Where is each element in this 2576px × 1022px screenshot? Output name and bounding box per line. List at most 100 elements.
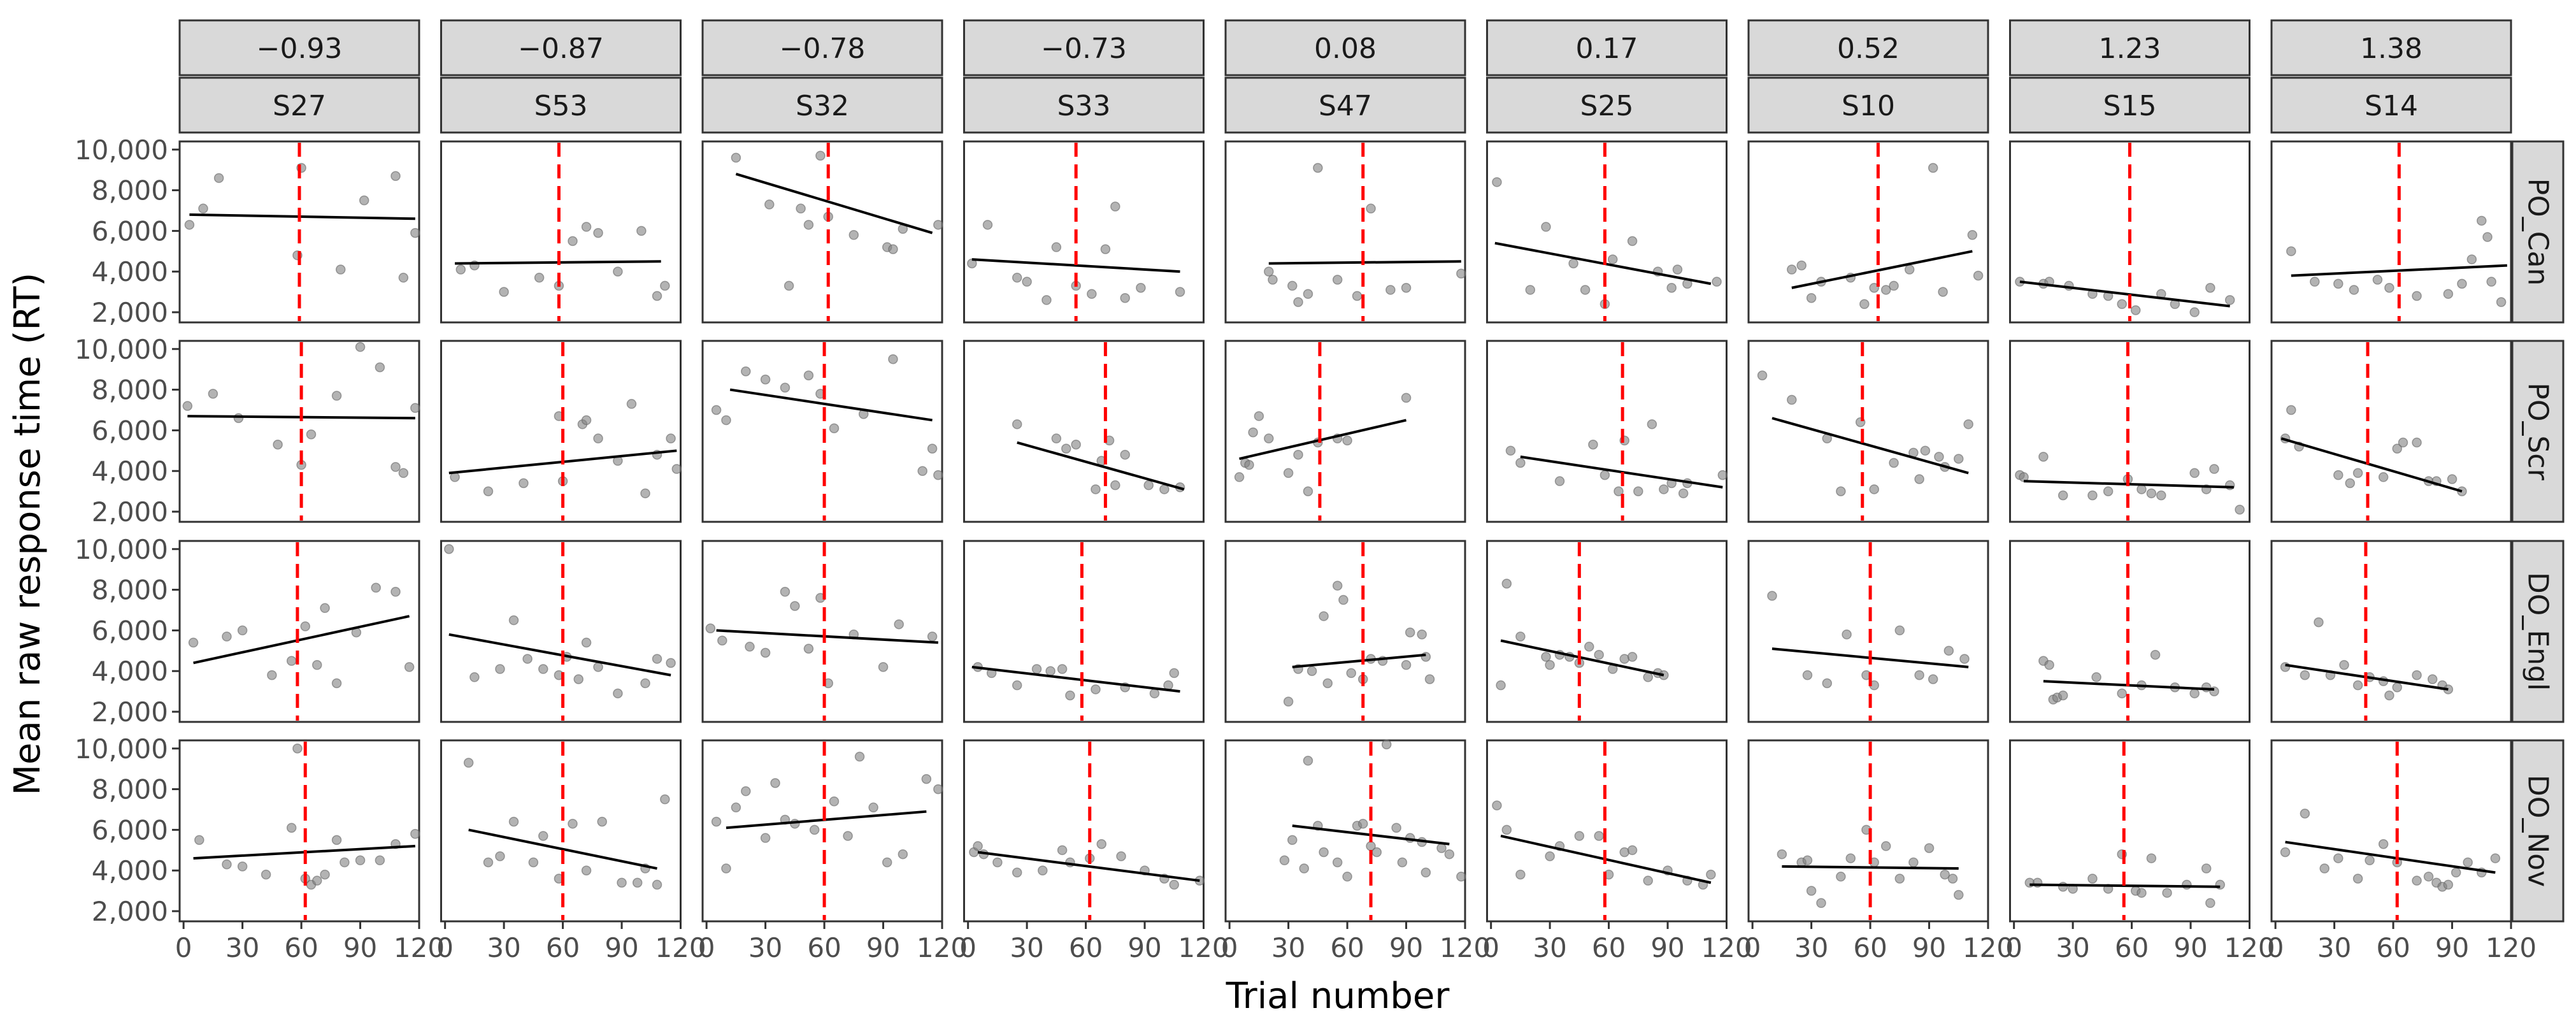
data-point <box>1889 280 1899 291</box>
data-point <box>2490 853 2501 863</box>
data-point <box>2224 295 2235 305</box>
strip-subject-box <box>2270 76 2512 134</box>
data-point <box>1303 756 1313 766</box>
data-point <box>390 171 401 181</box>
panel-frame <box>963 140 1205 324</box>
data-point <box>1627 845 1638 856</box>
data-point <box>2156 490 2166 501</box>
fit-line <box>1239 419 1406 461</box>
row-strips: PO_Can PO_Scr DO_Engl DO_Nov <box>2511 140 2565 923</box>
data-point <box>1293 297 1303 307</box>
data-point <box>463 758 474 768</box>
data-point <box>188 637 199 648</box>
data-point <box>888 244 898 254</box>
panel <box>178 340 420 523</box>
panel-frame <box>1486 140 1728 324</box>
data-point <box>1087 289 1097 299</box>
data-point <box>410 227 420 238</box>
data-point <box>2189 307 2200 317</box>
data-point <box>1169 879 1180 890</box>
x-tick-label: 120 <box>2224 932 2275 963</box>
data-point <box>1313 162 1323 173</box>
data-point <box>927 631 938 642</box>
data-point <box>721 415 731 426</box>
data-point <box>1012 273 1022 283</box>
data-point <box>2314 617 2324 628</box>
x-tick-label: 90 <box>1389 932 1423 963</box>
data-point <box>2146 488 2157 499</box>
data-point <box>1159 484 1170 494</box>
fit-line <box>189 213 415 220</box>
data-point <box>1914 670 1924 680</box>
y-tick-label: 6,000 <box>92 615 168 646</box>
data-point <box>2117 299 2127 310</box>
strip-row-box <box>2511 140 2565 324</box>
fit-line <box>729 388 933 422</box>
data-point <box>2150 649 2161 660</box>
panel <box>440 140 682 324</box>
data-point <box>2427 674 2438 684</box>
data-point <box>1436 843 1447 853</box>
data-point <box>1501 579 1512 589</box>
data-point <box>2466 254 2477 264</box>
data-point <box>2339 659 2349 670</box>
data-point <box>1588 439 1598 450</box>
x-tick-label: 60 <box>284 932 318 963</box>
data-point <box>933 220 943 230</box>
data-point <box>1293 449 1303 460</box>
data-point <box>1501 824 1512 835</box>
x-axis-title: Trial number <box>1226 975 1450 1017</box>
data-point <box>2057 490 2068 501</box>
data-point <box>1071 439 1081 450</box>
data-point <box>1424 674 1435 684</box>
data-point <box>237 861 248 872</box>
panel <box>178 140 420 324</box>
strip-row-box <box>2511 540 2565 723</box>
data-point <box>1038 865 1048 875</box>
data-point <box>1545 851 1555 861</box>
data-point <box>1777 849 1787 860</box>
panel <box>963 340 1205 523</box>
data-point <box>1796 260 1807 271</box>
data-point <box>854 751 865 762</box>
x-tick-label: 0 <box>436 932 454 963</box>
data-point <box>640 678 650 689</box>
data-point <box>2286 405 2296 415</box>
strip-value-box <box>2009 19 2250 76</box>
strip-value-label: 0.17 <box>1576 32 1638 65</box>
x-tick-label: 120 <box>655 932 706 963</box>
data-point <box>1822 678 1833 689</box>
data-point <box>1842 630 1852 640</box>
y-tick-label: 4,000 <box>92 656 168 687</box>
x-tick-label: 90 <box>1912 932 1946 963</box>
data-point <box>1963 419 1973 429</box>
data-point <box>469 672 480 682</box>
data-point <box>1385 285 1396 295</box>
data-point <box>613 688 623 699</box>
fit-line <box>977 851 1200 882</box>
data-point <box>1954 454 1964 464</box>
data-point <box>1666 283 1677 293</box>
data-point <box>2057 690 2068 701</box>
data-point <box>933 784 943 795</box>
data-point <box>1420 867 1431 878</box>
data-point <box>1338 594 1349 605</box>
x-tick-label: 90 <box>866 932 900 963</box>
panel <box>2270 540 2512 723</box>
data-point <box>2412 875 2422 886</box>
y-tick-label: 6,000 <box>92 215 168 247</box>
data-point <box>292 744 303 754</box>
data-point <box>1928 162 1938 173</box>
data-point <box>933 470 943 480</box>
data-point <box>705 623 716 633</box>
data-point <box>184 220 195 230</box>
panel <box>701 540 943 723</box>
panel-frame <box>2270 140 2512 324</box>
data-point <box>764 199 775 210</box>
data-point <box>1061 443 1071 454</box>
data-point <box>829 796 840 807</box>
data-point <box>2412 437 2422 448</box>
strip-value-label: −0.93 <box>257 32 343 65</box>
panel <box>2009 739 2250 923</box>
data-point <box>1894 625 1905 636</box>
